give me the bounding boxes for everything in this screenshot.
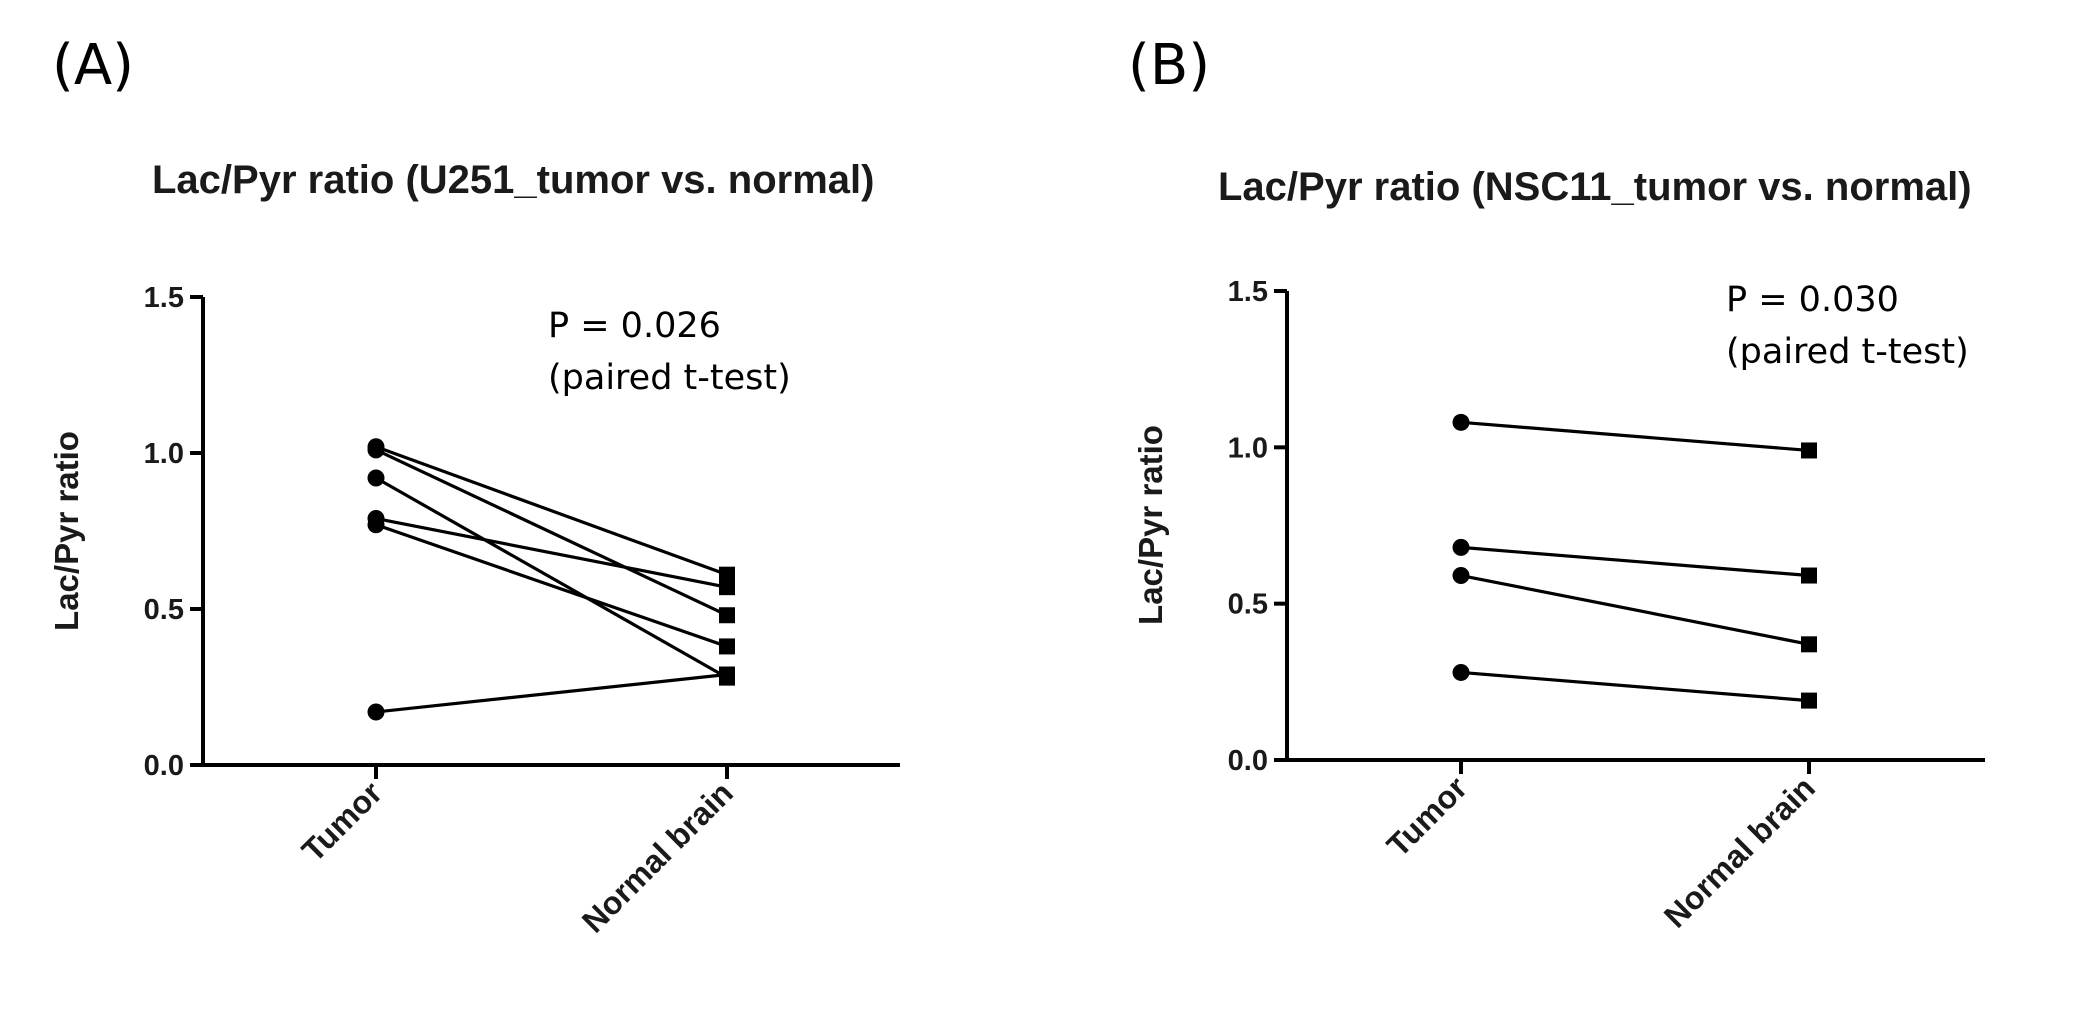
panel-a-pair-line <box>375 516 728 589</box>
panel-a-pair-line <box>375 476 728 680</box>
panel-b-test-name: (paired t-test) <box>1726 332 1969 372</box>
panel-a-tumor-point <box>367 703 385 721</box>
panel-a-y-axis-label: Lac/Pyr ratio <box>48 431 85 631</box>
panel-a-pair-line <box>375 672 728 714</box>
panel-a-y-tick-label: 0.5 <box>144 594 184 626</box>
panel-b-category-label: Tumor <box>1380 769 1474 863</box>
panel-b-pair-line <box>1460 545 1810 578</box>
panel-b-tumor-point <box>1452 538 1470 556</box>
panel-a-normal-brain-point <box>719 638 735 655</box>
panel-a-test-name: (paired t-test) <box>548 358 791 398</box>
panel-a-tumor-point <box>367 516 385 534</box>
panel-b-pair-line <box>1460 670 1810 703</box>
panel-b-p-value: P = 0.030 <box>1726 280 1899 320</box>
panel-a-normal-brain-point <box>719 566 735 583</box>
panel-a-normal-brain-point <box>719 579 735 596</box>
panel-b-tumor-point <box>1452 413 1470 431</box>
panel-a-y-tick-label: 0.0 <box>144 750 184 782</box>
panel-a-title: Lac/Pyr ratio (U251_tumor vs. normal) <box>152 158 874 202</box>
panel-a-tumor-point <box>367 441 385 459</box>
panel-a-category-label: Tumor <box>295 774 389 868</box>
panel-b-category-label: Normal brain <box>1657 769 1822 934</box>
panel-b-title: Lac/Pyr ratio (NSC11_tumor vs. normal) <box>1218 165 1972 209</box>
panel-b-y-axis-label: Lac/Pyr ratio <box>1132 425 1169 625</box>
panel-a-label: (A) <box>52 33 134 98</box>
panel-b-normal-brain-point <box>1801 567 1817 584</box>
panel-a-normal-brain-point <box>719 666 735 683</box>
panel-a: (A) Lac/Pyr ratio (U251_tumor vs. normal… <box>48 33 900 940</box>
panel-b-y-tick-label: 0.0 <box>1228 745 1268 777</box>
panel-b: (B) Lac/Pyr ratio (NSC11_tumor vs. norma… <box>1128 33 1985 935</box>
panel-a-p-value: P = 0.026 <box>548 306 721 346</box>
panel-b-pair-line <box>1460 420 1810 453</box>
panel-a-pair-line <box>375 523 728 648</box>
panel-a-y-tick-label: 1.0 <box>144 438 184 470</box>
panel-b-normal-brain-point <box>1801 636 1817 653</box>
panel-b-y-tick-label: 1.5 <box>1228 276 1268 308</box>
panel-b-tumor-point <box>1452 663 1470 681</box>
panel-b-plot: 0.0 0.5 1.0 1.5 Lac/Pyr ratio Tumor Normal bra… <box>1132 276 1985 935</box>
panel-a-category-label: Normal brain <box>575 774 740 939</box>
panel-a-pair-line <box>375 445 728 577</box>
panel-b-tumor-point <box>1452 567 1470 585</box>
panel-b-label: (B) <box>1128 33 1210 98</box>
panel-b-y-tick-label: 1.0 <box>1228 432 1268 464</box>
panel-a-y-tick-label: 1.5 <box>144 282 184 314</box>
panel-b-y-tick-label: 0.5 <box>1228 589 1268 621</box>
panel-a-tumor-point <box>367 469 385 487</box>
panel-a-normal-brain-point <box>719 607 735 624</box>
panel-b-normal-brain-point <box>1801 442 1817 459</box>
panel-a-pair-line <box>375 448 728 617</box>
panel-b-pair-line <box>1460 573 1810 646</box>
panel-b-normal-brain-point <box>1801 692 1817 709</box>
